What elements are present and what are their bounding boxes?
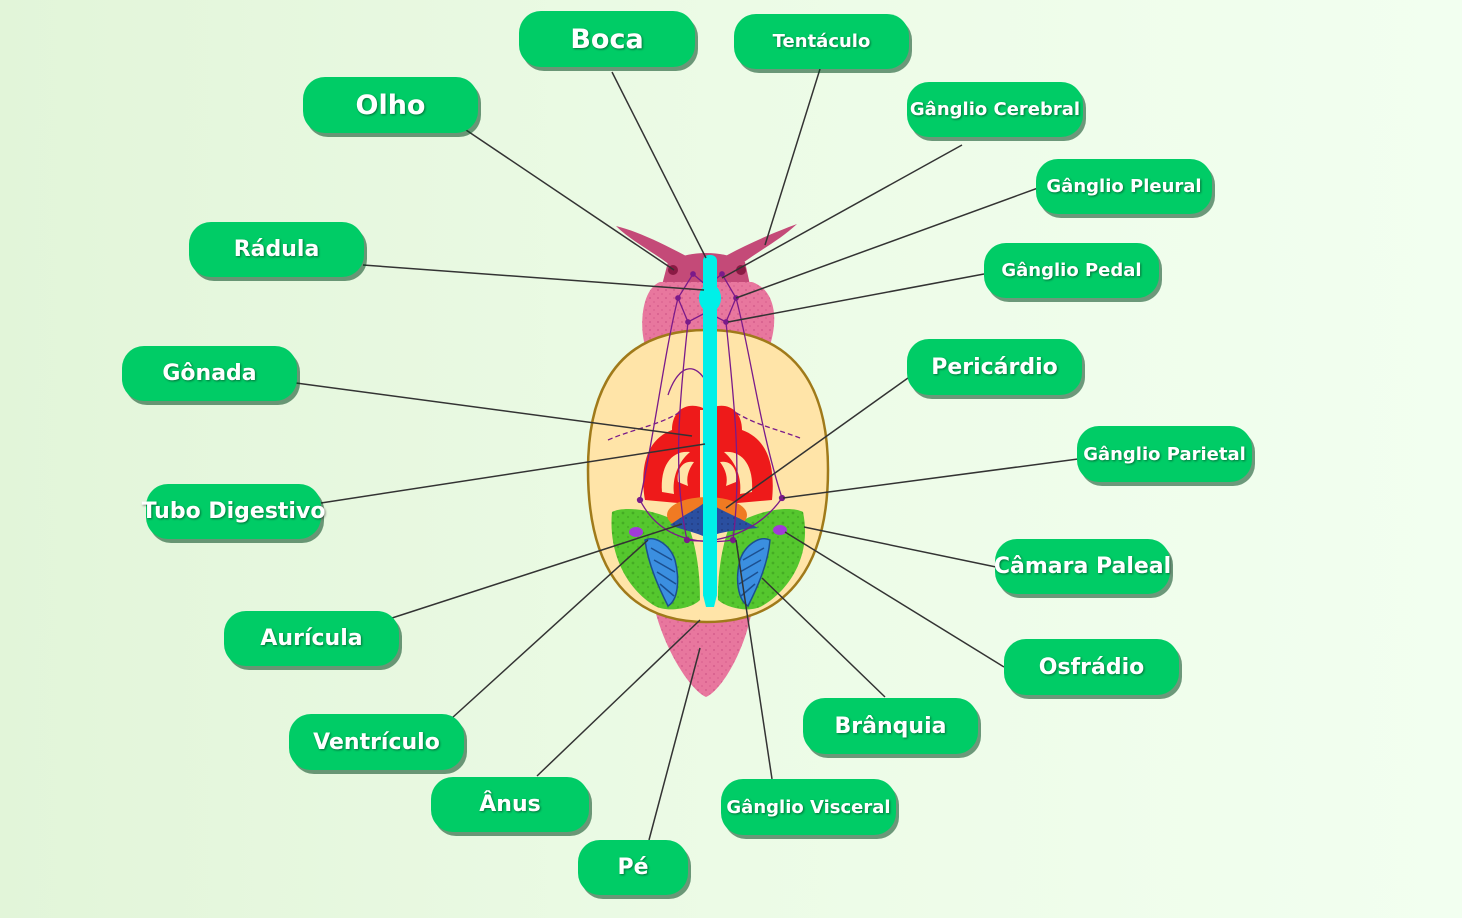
label-gonada[interactable]: Gônada xyxy=(122,346,297,401)
label-ganglio-pedal[interactable]: Gânglio Pedal xyxy=(984,243,1159,298)
label-tubo-digestivo[interactable]: Tubo Digestivo xyxy=(142,484,325,539)
gonad xyxy=(643,405,773,505)
label-anus[interactable]: Ânus xyxy=(431,777,589,832)
label-pericardio[interactable]: Pericárdio xyxy=(907,339,1082,395)
right-tentacle xyxy=(722,224,797,265)
label-olho[interactable]: Olho xyxy=(303,77,478,133)
label-auricula[interactable]: Aurícula xyxy=(224,611,399,666)
label-tentaculo[interactable]: Tentáculo xyxy=(734,14,909,69)
label-ventriculo[interactable]: Ventrículo xyxy=(289,714,464,770)
label-radula[interactable]: Rádula xyxy=(189,222,364,277)
left-osphradium xyxy=(629,527,643,537)
label-ganglio-visceral[interactable]: Gânglio Visceral xyxy=(721,779,896,835)
label-ganglio-parietal[interactable]: Gânglio Parietal xyxy=(1077,426,1252,482)
label-boca[interactable]: Boca xyxy=(519,11,695,67)
leader-lines xyxy=(295,68,1079,841)
label-ganglio-cerebral[interactable]: Gânglio Cerebral xyxy=(907,82,1083,137)
left-tentacle xyxy=(616,226,690,265)
label-osfradio[interactable]: Osfrádio xyxy=(1004,639,1179,695)
label-branquia[interactable]: Brânquia xyxy=(803,698,978,754)
right-eye xyxy=(736,265,746,275)
label-ganglio-pleural[interactable]: Gânglio Pleural xyxy=(1036,159,1212,214)
gills xyxy=(644,538,771,608)
right-osphradium xyxy=(773,525,787,535)
label-camara-paleal[interactable]: Câmara Paleal xyxy=(994,539,1171,594)
label-pe[interactable]: Pé xyxy=(578,840,688,895)
digestive-tube xyxy=(699,255,721,607)
